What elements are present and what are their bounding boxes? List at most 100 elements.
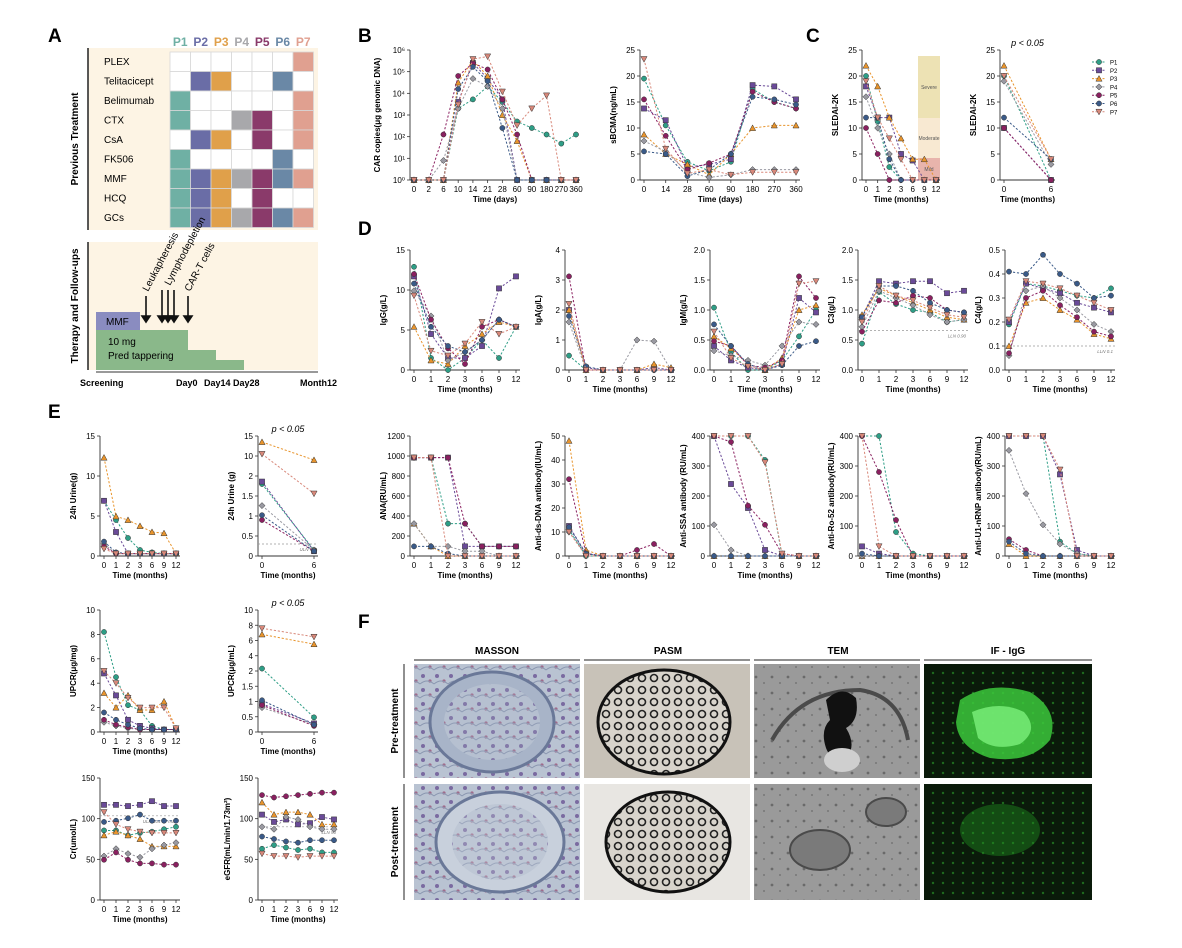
y-tick-label: 0	[631, 176, 636, 185]
data-point	[148, 845, 156, 853]
data-point	[1022, 490, 1030, 498]
data-point	[910, 287, 916, 294]
series-line	[261, 627, 315, 638]
treatment-label: MMF	[104, 174, 127, 185]
data-point	[1090, 299, 1098, 307]
data-point	[711, 338, 717, 345]
series-line	[713, 435, 816, 557]
data-point	[1074, 299, 1080, 306]
y-tick-label: 4	[249, 652, 254, 661]
tick-month12: Month12	[300, 378, 337, 388]
data-point	[762, 547, 768, 553]
data-point	[112, 512, 120, 520]
data-point	[920, 155, 928, 163]
data-point	[961, 287, 967, 294]
y-tick-label: 0	[991, 176, 996, 185]
treatment-cell	[292, 207, 314, 228]
micrograph-if-pre	[924, 664, 1092, 778]
legend-label: P7	[1110, 110, 1118, 116]
data-point	[1001, 114, 1007, 121]
data-point	[909, 297, 917, 305]
data-point	[1091, 328, 1097, 335]
data-point	[582, 367, 590, 374]
data-point	[920, 177, 928, 184]
x-tick-label: 3	[296, 905, 301, 914]
data-point	[898, 177, 904, 183]
y-tick-label: 400	[392, 512, 406, 521]
y-tick-label: 15	[244, 432, 253, 441]
x-tick-label: 2	[446, 561, 451, 570]
data-point	[310, 640, 318, 648]
x-tick-label: 2	[746, 375, 751, 384]
y-tick-label: 25	[986, 46, 995, 55]
data-point	[411, 271, 417, 277]
data-point	[874, 82, 882, 90]
y-axis-label: SLEDAI-2K	[831, 94, 840, 136]
x-tick-label: 9	[797, 561, 802, 570]
y-tick-label: 15	[86, 432, 95, 441]
severity-band	[918, 118, 940, 158]
data-point	[1048, 177, 1054, 183]
data-point	[961, 309, 967, 316]
data-point	[543, 131, 550, 138]
x-tick-label: 6	[780, 375, 785, 384]
treatment-label: FK506	[104, 155, 134, 166]
data-point	[640, 56, 648, 63]
data-point	[100, 545, 108, 553]
data-point	[876, 469, 882, 475]
y-axis-label: SLEDAI-2K	[969, 94, 978, 136]
data-point	[1056, 466, 1064, 474]
x-tick-label: 1	[429, 561, 434, 570]
y-tick-label: 1000	[387, 452, 405, 461]
data-point	[173, 861, 179, 868]
y-tick-label: 0	[701, 552, 706, 561]
y-tick-label: 10	[848, 124, 857, 133]
x-tick-label: 3	[911, 375, 916, 384]
data-point	[1056, 306, 1064, 313]
series-line	[643, 90, 797, 171]
data-point	[1108, 292, 1114, 299]
x-tick-label: 9	[497, 375, 502, 384]
data-point	[528, 105, 536, 113]
data-point	[862, 61, 870, 69]
data-point	[943, 553, 951, 560]
tick-day14: Day14	[204, 378, 231, 388]
data-point	[710, 521, 718, 529]
data-point	[1056, 285, 1064, 293]
section-label-treatment: Previous Treatment	[70, 92, 81, 185]
treatment-cell	[169, 110, 191, 131]
data-point	[886, 156, 893, 163]
data-point	[858, 319, 866, 326]
data-point	[1039, 433, 1047, 440]
data-point	[813, 338, 819, 345]
data-point	[259, 665, 265, 672]
x-tick-label: 9	[320, 905, 325, 914]
data-point	[927, 278, 933, 285]
y-tick-label: 10	[626, 124, 635, 133]
x-tick-label: 0	[102, 905, 107, 914]
data-point	[113, 716, 119, 723]
series-line	[714, 435, 816, 557]
data-point	[641, 75, 647, 82]
data-point	[859, 543, 865, 550]
x-tick-label: 9	[652, 375, 657, 384]
data-point	[728, 481, 734, 487]
y-tick-label: 10¹	[393, 154, 405, 163]
x-tick-label: 2	[1041, 561, 1046, 570]
reference-label: ULN 104 for male	[143, 819, 179, 824]
x-axis-label: Time (months)	[261, 747, 316, 756]
treatment-cell	[231, 168, 253, 189]
data-point	[711, 321, 717, 328]
y-tick-label: 100	[692, 522, 706, 531]
data-point	[875, 543, 883, 551]
col-header-tem: TEM	[827, 646, 848, 657]
series-line	[261, 699, 315, 726]
data-point	[892, 553, 900, 560]
data-point	[410, 454, 418, 462]
micrograph-pasm-pre	[584, 664, 750, 778]
data-point	[1095, 83, 1103, 91]
y-axis-label: ANA(RU/mL)	[379, 471, 388, 520]
y-tick-label: 1200	[387, 432, 405, 441]
